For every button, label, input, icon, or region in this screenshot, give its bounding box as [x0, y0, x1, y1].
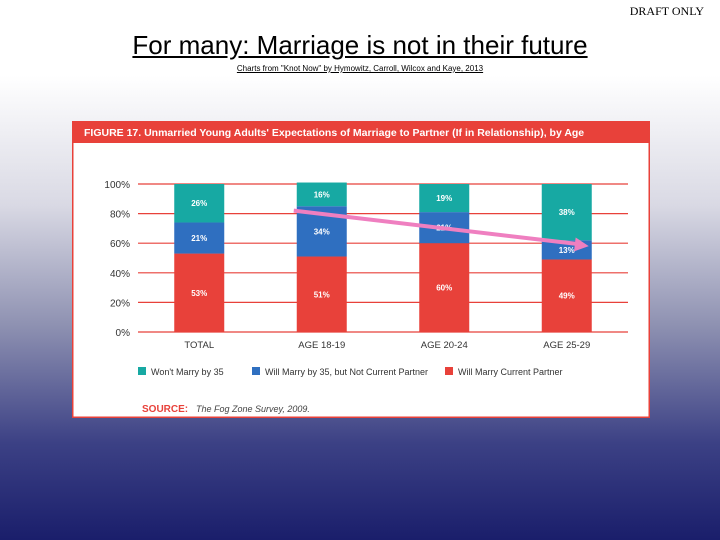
x-tick-label: TOTAL: [184, 340, 214, 351]
bar-segment: [174, 184, 225, 223]
bar-segment: [419, 184, 470, 213]
bar-segment: [296, 256, 347, 332]
legend-swatch: [252, 367, 260, 375]
chart-header-bar: [72, 121, 650, 143]
chart-figure: FIGURE 17. Unmarried Young Adults' Expec…: [72, 121, 650, 418]
bar-value-label: 21%: [191, 234, 207, 243]
x-tick-label: AGE 25-29: [543, 340, 590, 351]
arrow-head: [574, 237, 589, 252]
y-tick-label: 80%: [110, 210, 130, 221]
bar-segment: [541, 184, 592, 241]
arrow-shaft: [293, 208, 579, 247]
bar-segment: [174, 253, 225, 332]
legend-label: Won't Marry by 35: [151, 367, 224, 377]
bar-value-label: 16%: [314, 190, 330, 199]
source-text: The Fog Zone Survey, 2009.: [196, 404, 310, 414]
x-tick-label: AGE 18-19: [298, 340, 345, 351]
bar-value-label: 34%: [314, 227, 330, 236]
bar-segment: [296, 182, 347, 207]
x-axis-labels: TOTAL AGE 18-19 AGE 20-24 AGE 25-29: [184, 340, 590, 351]
stacked-bar-chart: FIGURE 17. Unmarried Young Adults' Expec…: [72, 121, 650, 418]
legend-swatch: [445, 367, 453, 375]
y-tick-label: 20%: [110, 298, 130, 309]
draft-watermark: DRAFT ONLY: [629, 4, 704, 18]
slide-subtitle: Charts from "Knot Now" by Hymowitz, Carr…: [236, 64, 484, 73]
legend-label: Will Marry by 35, but Not Current Partne…: [265, 367, 428, 377]
bar-value-label: 38%: [559, 208, 575, 217]
y-tick-label: 100%: [104, 180, 130, 191]
bar-value-label: 26%: [191, 199, 207, 208]
y-tick-label: 60%: [110, 239, 130, 250]
bar-value-label: 13%: [559, 246, 575, 255]
bar-value-label: 53%: [191, 289, 207, 298]
slide-title: For many: Marriage is not in their futur…: [132, 30, 588, 60]
bar-value-label: 19%: [436, 194, 452, 203]
x-tick-label: AGE 20-24: [421, 340, 468, 351]
y-tick-label: 40%: [110, 269, 130, 280]
bar-value-label: 60%: [436, 284, 452, 293]
bar-value-label: 49%: [559, 292, 575, 301]
chart-title: FIGURE 17. Unmarried Young Adults' Expec…: [84, 127, 584, 139]
legend-label: Will Marry Current Partner: [458, 367, 563, 377]
trend-arrow: [293, 208, 589, 252]
legend-swatch: [138, 367, 146, 375]
y-tick-label: 0%: [116, 328, 131, 339]
chart-legend: Won't Marry by 35 Will Marry by 35, but N…: [138, 367, 563, 377]
bar-segment: [541, 259, 592, 332]
bar-segment: [419, 243, 470, 332]
bar-segment: [174, 222, 225, 254]
y-axis-ticks: 0% 20% 40% 60% 80% 100%: [104, 180, 130, 339]
source-label: SOURCE:: [142, 404, 188, 415]
bar-value-label: 51%: [314, 290, 330, 299]
